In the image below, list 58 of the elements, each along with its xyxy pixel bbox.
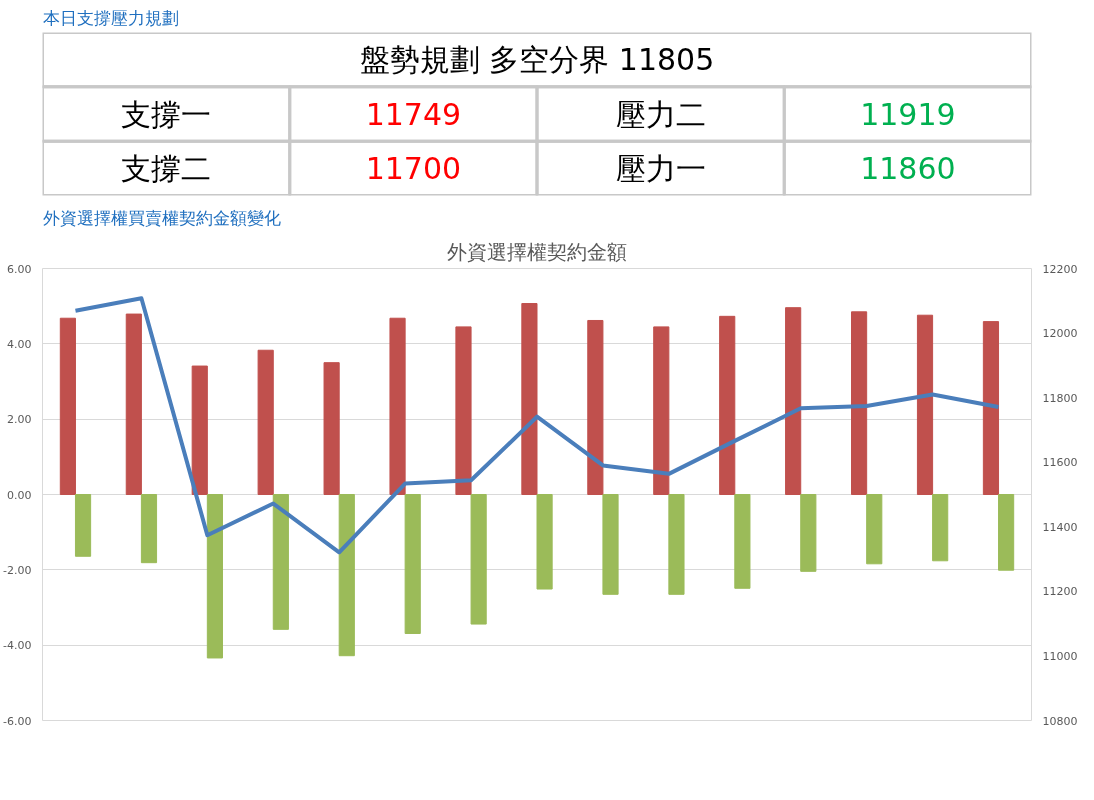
y-tick-label: -2.00 bbox=[3, 563, 32, 577]
bar bbox=[404, 494, 421, 634]
bar bbox=[800, 494, 817, 572]
y2-tick-label: 12000 bbox=[1042, 327, 1078, 341]
bar bbox=[206, 494, 223, 659]
chart-title: 外資選擇權買賣權契約金額變化 bbox=[42, 207, 281, 228]
y-tick-label: 0.00 bbox=[7, 488, 32, 502]
bar bbox=[866, 494, 883, 565]
y2-tick-label: 11800 bbox=[1042, 391, 1078, 405]
text: 本日支撐壓力規劃 bbox=[42, 7, 179, 28]
bar bbox=[257, 349, 274, 495]
bar bbox=[140, 494, 158, 564]
y-tick-label: 2.00 bbox=[7, 413, 32, 427]
bar bbox=[272, 494, 289, 630]
bar bbox=[536, 494, 553, 590]
y2-tick-label: 11600 bbox=[1042, 456, 1078, 470]
y2-tick-label: 11400 bbox=[1042, 520, 1078, 534]
bar bbox=[521, 303, 538, 495]
chart-subtitle: 外資選擇權契約金額 bbox=[447, 239, 627, 264]
text: 11749 bbox=[365, 97, 462, 132]
bar bbox=[470, 494, 487, 625]
text: 11700 bbox=[365, 151, 462, 187]
bar bbox=[323, 362, 340, 495]
bar bbox=[916, 314, 934, 495]
text: 盤勢規劃 多空分界 11805 bbox=[359, 42, 715, 78]
bar bbox=[851, 311, 868, 495]
bar bbox=[602, 494, 619, 595]
y-tick-label: 6.00 bbox=[7, 262, 32, 276]
y-tick-label: 4.00 bbox=[7, 337, 32, 351]
bar bbox=[125, 313, 142, 495]
bar bbox=[338, 494, 355, 657]
y2-tick-label: 11200 bbox=[1042, 585, 1078, 599]
text: 支撐一 bbox=[121, 96, 212, 132]
bar bbox=[389, 317, 406, 495]
bar bbox=[785, 307, 802, 495]
bar bbox=[653, 326, 670, 495]
bar bbox=[734, 494, 751, 589]
bar bbox=[998, 494, 1015, 571]
bar bbox=[191, 365, 208, 495]
y-tick-label: -4.00 bbox=[3, 639, 32, 653]
line-series bbox=[73, 296, 1001, 555]
bar bbox=[74, 494, 92, 557]
y-tick-label: -6.00 bbox=[3, 714, 32, 728]
y2-tick-label: 11000 bbox=[1042, 649, 1078, 663]
bar bbox=[59, 317, 76, 495]
text: 11860 bbox=[860, 151, 956, 187]
bar bbox=[982, 321, 1000, 495]
bar bbox=[719, 315, 736, 495]
bar bbox=[455, 326, 472, 495]
bar bbox=[668, 494, 685, 595]
bar bbox=[587, 319, 604, 495]
y2-tick-label: 12200 bbox=[1042, 262, 1078, 276]
text: 支撐二 bbox=[121, 150, 212, 186]
text: 壓力二 bbox=[615, 96, 706, 132]
text: 11919 bbox=[860, 97, 956, 132]
y2-tick-label: 10800 bbox=[1042, 714, 1078, 728]
bar bbox=[932, 494, 949, 562]
text: 壓力一 bbox=[615, 150, 706, 186]
